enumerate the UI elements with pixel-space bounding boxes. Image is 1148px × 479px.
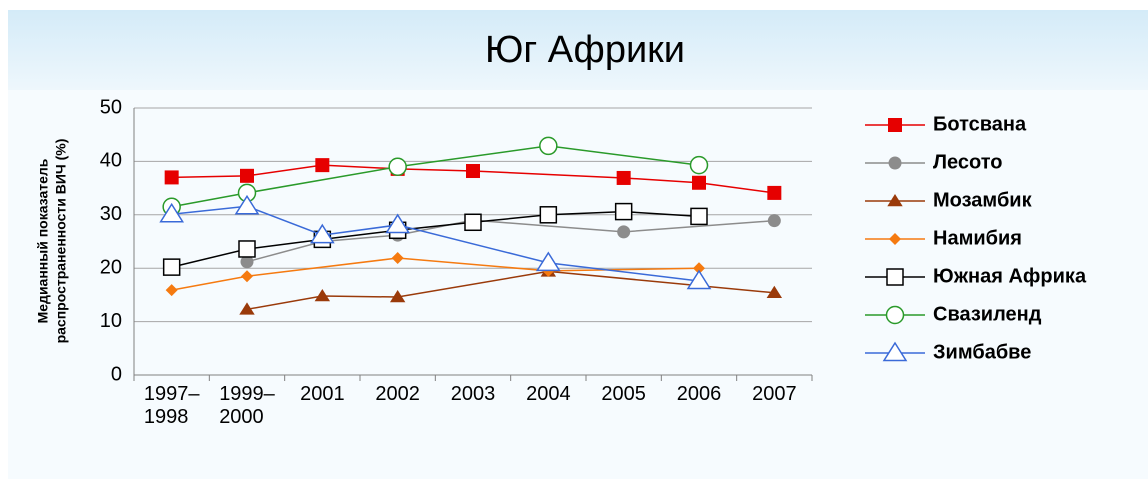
legend-label: Свазиленд: [933, 303, 1042, 325]
data-point: [767, 185, 782, 200]
series-line: [171, 210, 700, 268]
data-point: [315, 158, 330, 173]
x-tick-label: 1997– 1998: [143, 383, 200, 428]
legend-marker: [887, 194, 903, 207]
data-point: [238, 240, 256, 258]
x-tick-label: 1999– 2000: [219, 383, 275, 428]
data-point: [159, 202, 185, 223]
data-point: [539, 206, 558, 224]
data-point: [766, 285, 783, 299]
data-point: [616, 170, 631, 185]
data-point: [309, 223, 335, 244]
data-point: [617, 225, 631, 239]
x-tick-label: 2007: [752, 383, 797, 405]
legend-label: Намибия: [933, 227, 1022, 249]
data-point: [693, 262, 705, 275]
data-point: [239, 302, 255, 315]
legend-label: Лесото: [933, 151, 1002, 173]
data-point: [164, 170, 179, 185]
data-point: [614, 202, 633, 221]
data-point: [535, 251, 561, 272]
y-tick-label: 20: [100, 256, 122, 278]
data-point: [767, 214, 781, 228]
x-tick-label: 2003: [450, 383, 496, 405]
data-point: [686, 269, 712, 290]
data-point: [241, 270, 253, 283]
y-tick-label: 50: [100, 96, 122, 118]
y-axis-label: распространенности ВИЧ (%): [53, 139, 69, 344]
y-tick-label: 40: [100, 150, 122, 172]
data-point: [165, 284, 178, 297]
legend-marker: [888, 156, 902, 170]
chart-title: Юг Африки: [485, 29, 685, 71]
data-point: [240, 168, 254, 183]
legend-marker: [888, 118, 902, 132]
y-tick-label: 0: [111, 363, 122, 385]
y-tick-label: 30: [100, 203, 122, 225]
legend-label: Зимбабве: [933, 341, 1031, 363]
legend-marker: [889, 233, 901, 245]
series-line: [171, 164, 775, 194]
x-tick-label: 2004: [526, 383, 571, 405]
legend-marker: [885, 305, 905, 325]
data-point: [689, 155, 709, 175]
data-point: [464, 213, 482, 232]
data-point: [240, 255, 254, 269]
data-point: [692, 175, 706, 190]
series-line: [171, 205, 700, 282]
header: [8, 10, 1148, 90]
data-point: [388, 157, 407, 176]
data-point: [314, 288, 331, 302]
data-point: [389, 290, 406, 303]
legend-marker: [886, 268, 904, 286]
legend-label: Ботсвана: [933, 113, 1027, 135]
data-point: [162, 258, 181, 276]
data-point: [539, 136, 558, 156]
data-point: [385, 213, 411, 234]
data-point: [466, 164, 480, 179]
data-point: [234, 194, 260, 215]
x-tick-label: 2001: [300, 383, 345, 405]
series-line: [246, 219, 775, 263]
y-axis-label: Медианный показатель: [35, 158, 51, 323]
legend-label: Южная Африка: [933, 265, 1087, 287]
x-tick-label: 2002: [375, 383, 420, 405]
legend-label: Мозамбик: [933, 189, 1033, 211]
y-tick-label: 10: [100, 310, 122, 332]
data-point: [391, 252, 404, 265]
x-tick-label: 2005: [601, 383, 646, 405]
data-point: [690, 207, 708, 226]
x-tick-label: 2006: [676, 383, 722, 405]
legend-marker: [882, 341, 908, 362]
